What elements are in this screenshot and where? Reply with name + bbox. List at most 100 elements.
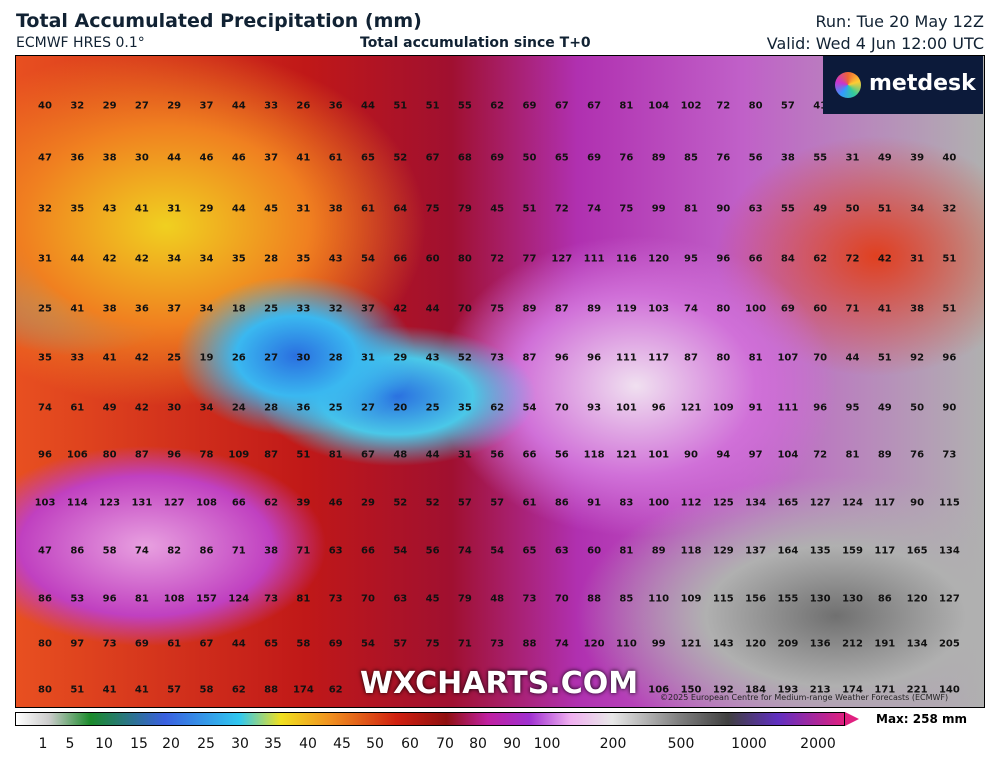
grid-value: 27	[134, 100, 149, 112]
grid-value: 26	[231, 352, 246, 364]
grid-value: 81	[748, 352, 763, 364]
grid-value: 67	[587, 100, 602, 112]
grid-value: 47	[38, 152, 52, 164]
grid-value: 73	[942, 449, 957, 461]
grid-value: 57	[393, 638, 408, 650]
grid-value: 54	[361, 253, 375, 265]
colorbar-label: 50	[366, 736, 384, 752]
grid-value: 42	[134, 402, 149, 414]
grid-value: 111	[615, 352, 637, 364]
grid-value: 33	[70, 352, 85, 364]
grid-value: 74	[554, 638, 569, 650]
grid-value: 136	[809, 638, 831, 650]
grid-value: 31	[296, 203, 311, 215]
colorbar-label: 20	[162, 736, 180, 752]
colorbar-label: 90	[503, 736, 521, 752]
grid-value: 125	[712, 497, 734, 509]
grid-value: 41	[877, 303, 892, 315]
grid-value: 213	[809, 684, 831, 696]
grid-value: 35	[231, 253, 246, 265]
grid-value: 69	[587, 152, 602, 164]
grid-value: 35	[38, 352, 52, 364]
grid-value: 38	[910, 303, 925, 315]
grid-value: 100	[648, 497, 670, 509]
grid-value: 19	[199, 352, 214, 364]
grid-value: 174	[842, 684, 863, 696]
grid-value: 58	[296, 638, 311, 650]
grid-value: 118	[680, 545, 702, 557]
grid-value: 29	[167, 100, 182, 112]
grid-value: 45	[264, 203, 279, 215]
grid-value: 88	[264, 684, 279, 696]
grid-value: 110	[648, 593, 670, 605]
grid-value: 67	[554, 100, 569, 112]
grid-value: 68	[457, 152, 472, 164]
grid-value: 103	[34, 497, 56, 509]
grid-value: 42	[393, 303, 408, 315]
grid-value: 44	[425, 303, 440, 315]
grid-value: 69	[522, 100, 537, 112]
grid-value: 49	[102, 402, 117, 414]
grid-value: 127	[809, 497, 831, 509]
grid-value: 44	[425, 449, 440, 461]
grid-value: 75	[619, 203, 634, 215]
grid-value: 31	[167, 203, 182, 215]
grid-value: 96	[651, 402, 666, 414]
grid-value: 31	[845, 152, 860, 164]
grid-value: 91	[587, 497, 602, 509]
grid-value: 51	[70, 684, 85, 696]
grid-value: 80	[38, 684, 52, 696]
grid-value: 130	[809, 593, 831, 605]
colorbar-label: 35	[264, 736, 282, 752]
grid-value: 29	[199, 203, 214, 215]
title: Total Accumulated Precipitation (mm)	[16, 10, 422, 32]
grid-value: 44	[167, 152, 182, 164]
grid-value: 81	[328, 449, 343, 461]
grid-value: 43	[328, 253, 343, 265]
grid-value: 89	[651, 545, 666, 557]
grid-value: 35	[296, 253, 311, 265]
grid-value: 81	[296, 593, 311, 605]
grid-value: 38	[264, 545, 279, 557]
grid-value: 80	[38, 638, 52, 650]
grid-value: 33	[296, 303, 311, 315]
grid-value: 88	[522, 638, 537, 650]
grid-value: 63	[393, 593, 408, 605]
grid-value: 90	[716, 203, 731, 215]
grid-value: 62	[813, 253, 828, 265]
grid-value: 120	[648, 253, 670, 265]
grid-value: 50	[522, 152, 537, 164]
grid-value: 89	[877, 449, 892, 461]
grid-value: 96	[102, 593, 117, 605]
grid-value: 193	[777, 684, 799, 696]
grid-value: 28	[264, 402, 279, 414]
grid-value: 76	[619, 152, 634, 164]
grid-value: 38	[102, 152, 117, 164]
grid-value: 40	[38, 100, 52, 112]
grid-value: 41	[296, 152, 311, 164]
grid-value: 52	[393, 497, 408, 509]
grid-value: 44	[231, 100, 246, 112]
colorbar-label: 10	[95, 736, 113, 752]
grid-value: 76	[716, 152, 731, 164]
grid-value: 127	[163, 497, 185, 509]
grid-value: 80	[748, 100, 763, 112]
grid-value: 135	[809, 545, 831, 557]
grid-value: 43	[102, 203, 117, 215]
grid-value: 65	[361, 152, 375, 164]
grid-value: 103	[648, 303, 670, 315]
grid-value: 39	[296, 497, 311, 509]
grid-value: 109	[680, 593, 702, 605]
grid-value: 51	[877, 203, 892, 215]
grid-value: 41	[134, 203, 149, 215]
grid-value: 71	[296, 545, 311, 557]
grid-value: 87	[522, 352, 537, 364]
grid-value: 38	[102, 303, 117, 315]
grid-value: 38	[328, 203, 343, 215]
grid-value: 53	[70, 593, 85, 605]
grid-value: 73	[490, 638, 505, 650]
grid-value: 96	[38, 449, 52, 461]
run: Run: Tue 20 May 12Z	[815, 12, 985, 31]
grid-value: 54	[490, 545, 505, 557]
grid-value: 109	[228, 449, 250, 461]
